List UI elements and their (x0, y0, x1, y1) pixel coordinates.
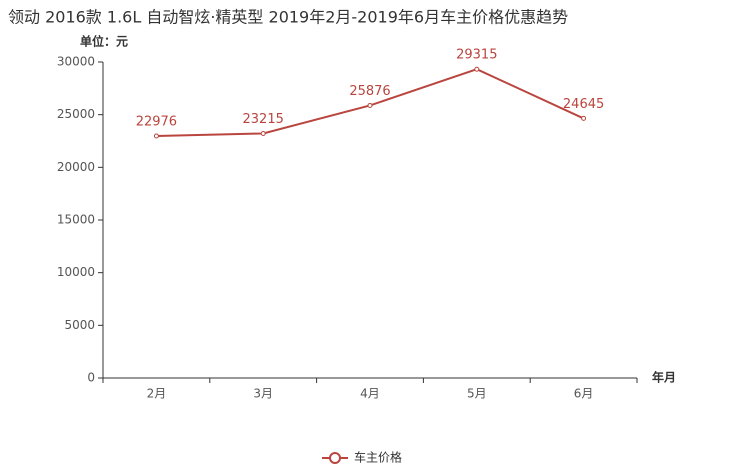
y-tick-label: 20000 (57, 160, 95, 174)
x-tick-label: 5月 (467, 387, 487, 401)
y-tick-label: 25000 (57, 107, 95, 121)
legend-marker (329, 452, 341, 464)
y-tick-label: 10000 (57, 265, 95, 279)
y-tick-label: 15000 (57, 213, 95, 227)
legend-label: 车主价格 (354, 450, 402, 465)
point (367, 102, 373, 108)
line (156, 68, 585, 137)
y-tick-label: 5000 (64, 318, 95, 332)
data-label: 22976 (136, 114, 177, 129)
x-tick-label: 6月 (574, 387, 594, 401)
chart-title: 领动 2016款 1.6L 自动智炫·精英型 2019年2月-2019年6月车主… (8, 8, 568, 27)
point (260, 130, 266, 136)
x-tick-label: 2月 (147, 387, 167, 401)
data-label: 24645 (563, 97, 604, 112)
y-tick-label: 0 (87, 371, 95, 385)
data-label: 29315 (456, 48, 497, 63)
point (474, 66, 480, 72)
point (153, 133, 159, 139)
data-label: 23215 (243, 112, 284, 127)
x-tick-label: 3月 (253, 387, 273, 401)
data-label: 25876 (349, 84, 390, 99)
y-axis-label: 单位：元 (80, 34, 128, 49)
x-axis-label: 年月 (652, 370, 676, 385)
x-tick-label: 4月 (360, 387, 380, 401)
point (581, 115, 587, 121)
y-tick-label: 30000 (57, 55, 95, 69)
